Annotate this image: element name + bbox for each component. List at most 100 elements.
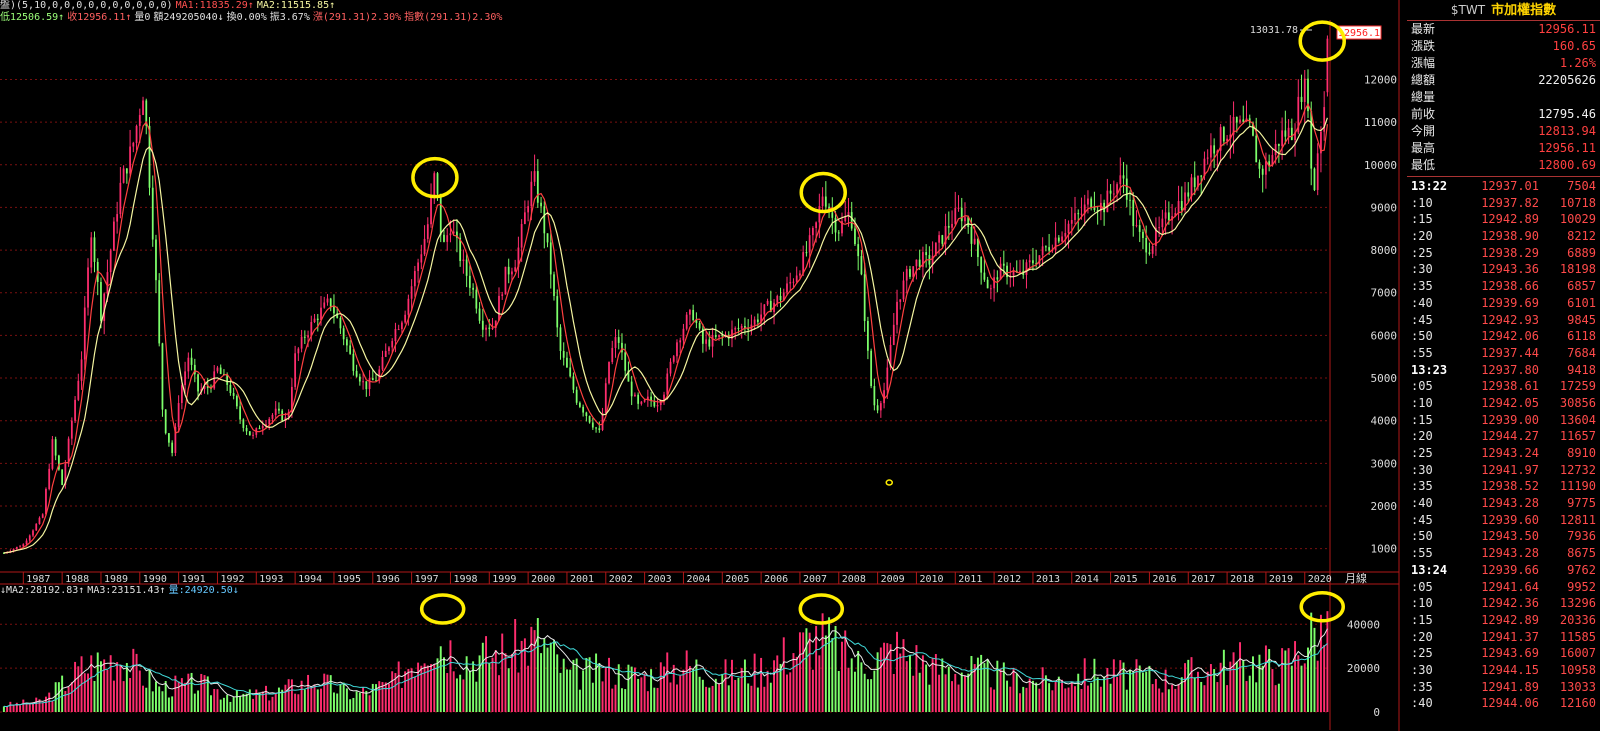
- tick-list[interactable]: 13:22 12937.01 7504:10 12937.82 10718:15 1294…: [1407, 178, 1600, 712]
- tick-row[interactable]: :15 12942.89 10029: [1407, 211, 1600, 228]
- tick-row[interactable]: :25 12943.24 8910: [1407, 445, 1600, 462]
- candle: [1242, 119, 1245, 122]
- tick-row[interactable]: :55 12937.44 7684: [1407, 345, 1600, 362]
- volume-bar: [28, 703, 31, 712]
- kline-chart-svg[interactable]: 1000 2000 3000 4000 5000 6000 7000 8000 9000 1000…: [0, 0, 1400, 731]
- stat-row: 最高 12956.11: [1407, 140, 1600, 157]
- tick-row[interactable]: :25 12943.69 16007: [1407, 645, 1600, 662]
- tick-row[interactable]: 13:23 12937.80 9418: [1407, 362, 1600, 379]
- candle: [689, 309, 691, 315]
- candle: [287, 412, 290, 418]
- tick-row[interactable]: :10 12942.36 13296: [1407, 595, 1600, 612]
- stat-label: 漲幅: [1411, 56, 1436, 70]
- tick-row[interactable]: :50 12942.06 6118: [1407, 328, 1600, 345]
- candle: [38, 517, 41, 524]
- candle: [142, 100, 144, 116]
- candle: [847, 212, 850, 217]
- volume-bar: [1203, 685, 1206, 712]
- volume-bar: [229, 701, 232, 712]
- volume-bar: [892, 673, 895, 712]
- tick-row[interactable]: :10 12937.82 10718: [1407, 195, 1600, 212]
- volume-bar: [1054, 681, 1057, 712]
- tick-row[interactable]: :50 12943.50 7936: [1407, 528, 1600, 545]
- y-tick-label: 3000: [1371, 457, 1398, 470]
- tick-time: 13:23: [1411, 362, 1448, 377]
- candle: [481, 320, 484, 330]
- tick-row[interactable]: :55 12943.28 8675: [1407, 545, 1600, 562]
- candle: [274, 408, 277, 415]
- volume-bar: [261, 691, 264, 712]
- candle: [876, 405, 879, 411]
- candle: [116, 214, 119, 222]
- x-tick-label: 2006: [764, 574, 788, 585]
- volume-bar: [1048, 683, 1051, 712]
- tick-row[interactable]: :30 12943.36 18198: [1407, 261, 1600, 278]
- candle: [313, 318, 316, 322]
- tick-row[interactable]: :20 12938.90 8212: [1407, 228, 1600, 245]
- volume-bar: [727, 685, 730, 712]
- tick-time: :20: [1411, 229, 1433, 244]
- tick-row[interactable]: :45 12939.60 12811: [1407, 512, 1600, 529]
- candle: [520, 223, 523, 248]
- tick-row[interactable]: :05 12941.64 9952: [1407, 579, 1600, 596]
- volume-bar: [967, 673, 970, 712]
- volume-bar: [883, 642, 886, 712]
- candle: [219, 367, 222, 374]
- candle: [459, 237, 462, 262]
- candle: [439, 193, 442, 235]
- tick-row[interactable]: :30 12944.15 10958: [1407, 662, 1600, 679]
- tick-row[interactable]: :10 12942.05 30856: [1407, 395, 1600, 412]
- candle: [1287, 127, 1290, 137]
- volume-bar: [1290, 665, 1293, 712]
- volume-bar: [1077, 673, 1080, 712]
- volume-bar: [232, 696, 235, 712]
- candle: [1180, 201, 1183, 211]
- tick-row[interactable]: :40 12939.69 6101: [1407, 295, 1600, 312]
- tick-row[interactable]: :20 12941.37 11585: [1407, 629, 1600, 646]
- tick-row[interactable]: :35 12938.52 11190: [1407, 478, 1600, 495]
- volume-bar: [1200, 681, 1203, 712]
- tick-time: :05: [1411, 379, 1433, 394]
- volume-bar: [640, 677, 643, 712]
- tick-row[interactable]: :30 12941.97 12732: [1407, 462, 1600, 479]
- volume-bar: [1151, 684, 1154, 712]
- tick-row[interactable]: :15 12942.89 20336: [1407, 612, 1600, 629]
- volume-bar: [1122, 662, 1125, 712]
- volume-bar: [572, 659, 575, 712]
- tick-row[interactable]: :35 12941.89 13033: [1407, 679, 1600, 696]
- tick-row[interactable]: :40 12943.28 9775: [1407, 495, 1600, 512]
- tick-row[interactable]: :45 12942.93 9845: [1407, 312, 1600, 329]
- candle: [1161, 218, 1164, 228]
- tick-row[interactable]: :40 12944.06 12160: [1407, 695, 1600, 712]
- volume-bar: [999, 668, 1002, 712]
- tick-row[interactable]: :20 12944.27 11657: [1407, 428, 1600, 445]
- tick-row[interactable]: :35 12938.66 6857: [1407, 278, 1600, 295]
- tick-row[interactable]: 13:24 12939.66 9762: [1407, 562, 1600, 579]
- x-tick-label: 1988: [65, 574, 89, 585]
- candle: [1044, 246, 1047, 248]
- tick-price: 12943.50: [1481, 529, 1539, 544]
- volume-bar: [57, 682, 60, 712]
- tick-row[interactable]: 13:22 12937.01 7504: [1407, 178, 1600, 195]
- x-tick-label: 2008: [842, 574, 866, 585]
- tick-time: :20: [1411, 629, 1433, 644]
- candle: [235, 395, 238, 407]
- tick-row[interactable]: :15 12939.00 13604: [1407, 412, 1600, 429]
- chart-area[interactable]: 盤)(5,10,0,0,0,0,0,0,0,0,0,0) MA1:11835.29…: [0, 0, 1400, 731]
- candle: [1151, 245, 1154, 254]
- candle: [637, 394, 640, 404]
- volume-bar: [1116, 677, 1119, 712]
- tick-row[interactable]: :25 12938.29 6889: [1407, 245, 1600, 262]
- candle: [951, 223, 953, 228]
- y-tick-label: 5000: [1371, 372, 1398, 385]
- candle: [187, 357, 190, 372]
- tick-volume: 13296: [1559, 596, 1596, 611]
- volume-bar: [517, 672, 520, 712]
- candle: [1229, 134, 1232, 139]
- volume-bar: [695, 659, 698, 712]
- volume-bar: [698, 676, 701, 712]
- tick-row[interactable]: :05 12938.61 17259: [1407, 378, 1600, 395]
- volume-bar: [51, 701, 54, 712]
- candle: [19, 546, 21, 548]
- tick-volume: 12811: [1559, 512, 1596, 527]
